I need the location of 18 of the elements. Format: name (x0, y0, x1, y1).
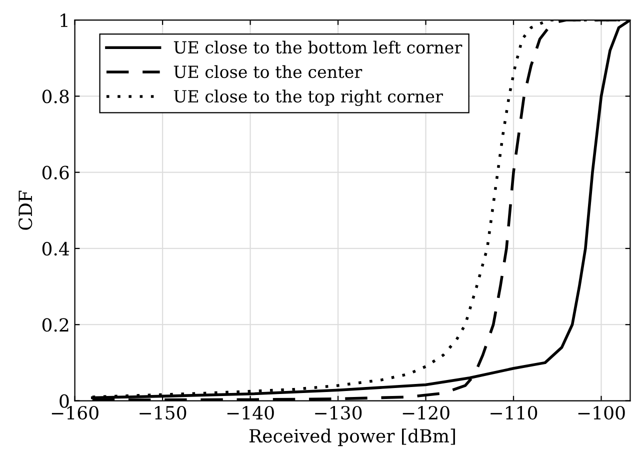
x-tick-label: −160 (52, 406, 98, 420)
x-tick-label: −100 (578, 406, 625, 420)
y-tick-label: 0.8 (42, 90, 69, 104)
x-tick-label: −140 (227, 406, 274, 420)
legend-label: UE close to the bottom left corner (174, 40, 462, 54)
y-tick-label: 0.4 (42, 242, 70, 256)
x-tick-label: −110 (490, 406, 538, 420)
y-tick-label: 1 (60, 13, 68, 27)
y-axis-title: CDF (18, 190, 32, 230)
x-tick-label: −150 (140, 406, 186, 420)
x-tick-label: −130 (315, 406, 362, 420)
x-axis-title: Received power [dBm] (249, 428, 455, 446)
y-tick-label: 0.2 (42, 318, 68, 332)
y-tick-label: 0.6 (42, 166, 69, 180)
legend-label: UE close to the center (174, 65, 362, 78)
legend-label: UE close to the top right corner (174, 90, 443, 106)
x-tick-label: −120 (402, 406, 450, 420)
y-tick-label: 0 (60, 394, 69, 408)
